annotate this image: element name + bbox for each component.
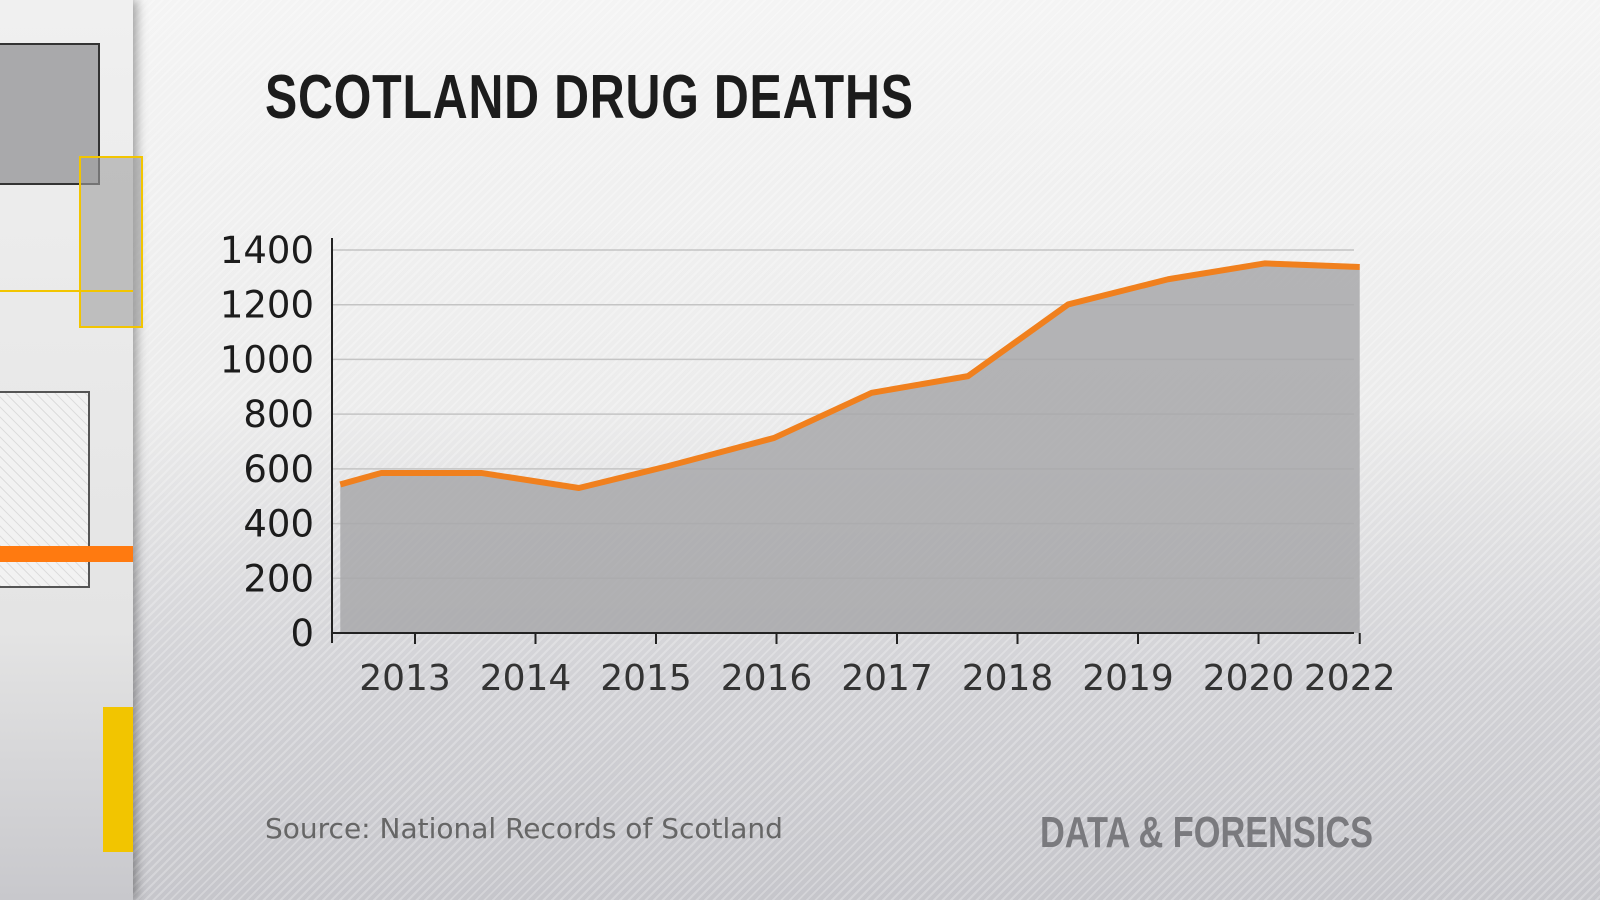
side-panel [0, 0, 143, 900]
y-tick-label: 600 [243, 448, 314, 491]
chart-title: SCOTLAND DRUG DEATHS [265, 63, 914, 132]
x-tick-label: 2016 [721, 658, 813, 699]
x-tick-label: 2018 [962, 658, 1054, 699]
y-tick-label: 200 [243, 557, 314, 600]
series-line [339, 260, 1360, 492]
decor-yellow-line [0, 290, 133, 292]
y-tick-label: 1400 [220, 229, 314, 272]
y-tick-label: 400 [243, 503, 314, 546]
x-tick-label: 2022 [1304, 658, 1396, 699]
decor-yellow-bar [103, 707, 133, 852]
x-tick-label: 2020 [1203, 658, 1295, 699]
x-tick-label: 2015 [600, 658, 692, 699]
area-fill [340, 263, 1360, 633]
y-tick-label: 0 [290, 612, 314, 655]
decor-yellow-box [79, 156, 143, 328]
x-tick-label: 2013 [359, 658, 451, 699]
source-note: Source: National Records of Scotland [265, 812, 783, 845]
x-tick-label: 2017 [841, 658, 933, 699]
brand-logo: DATA & FORENSICS [1040, 808, 1374, 857]
y-tick-label: 800 [243, 393, 314, 436]
x-tick-label: 2019 [1082, 658, 1174, 699]
y-tick-label: 1200 [220, 284, 314, 327]
y-tick-label: 1000 [220, 338, 314, 381]
x-tick-label: 2014 [480, 658, 572, 699]
decor-orange-bar [0, 546, 133, 562]
